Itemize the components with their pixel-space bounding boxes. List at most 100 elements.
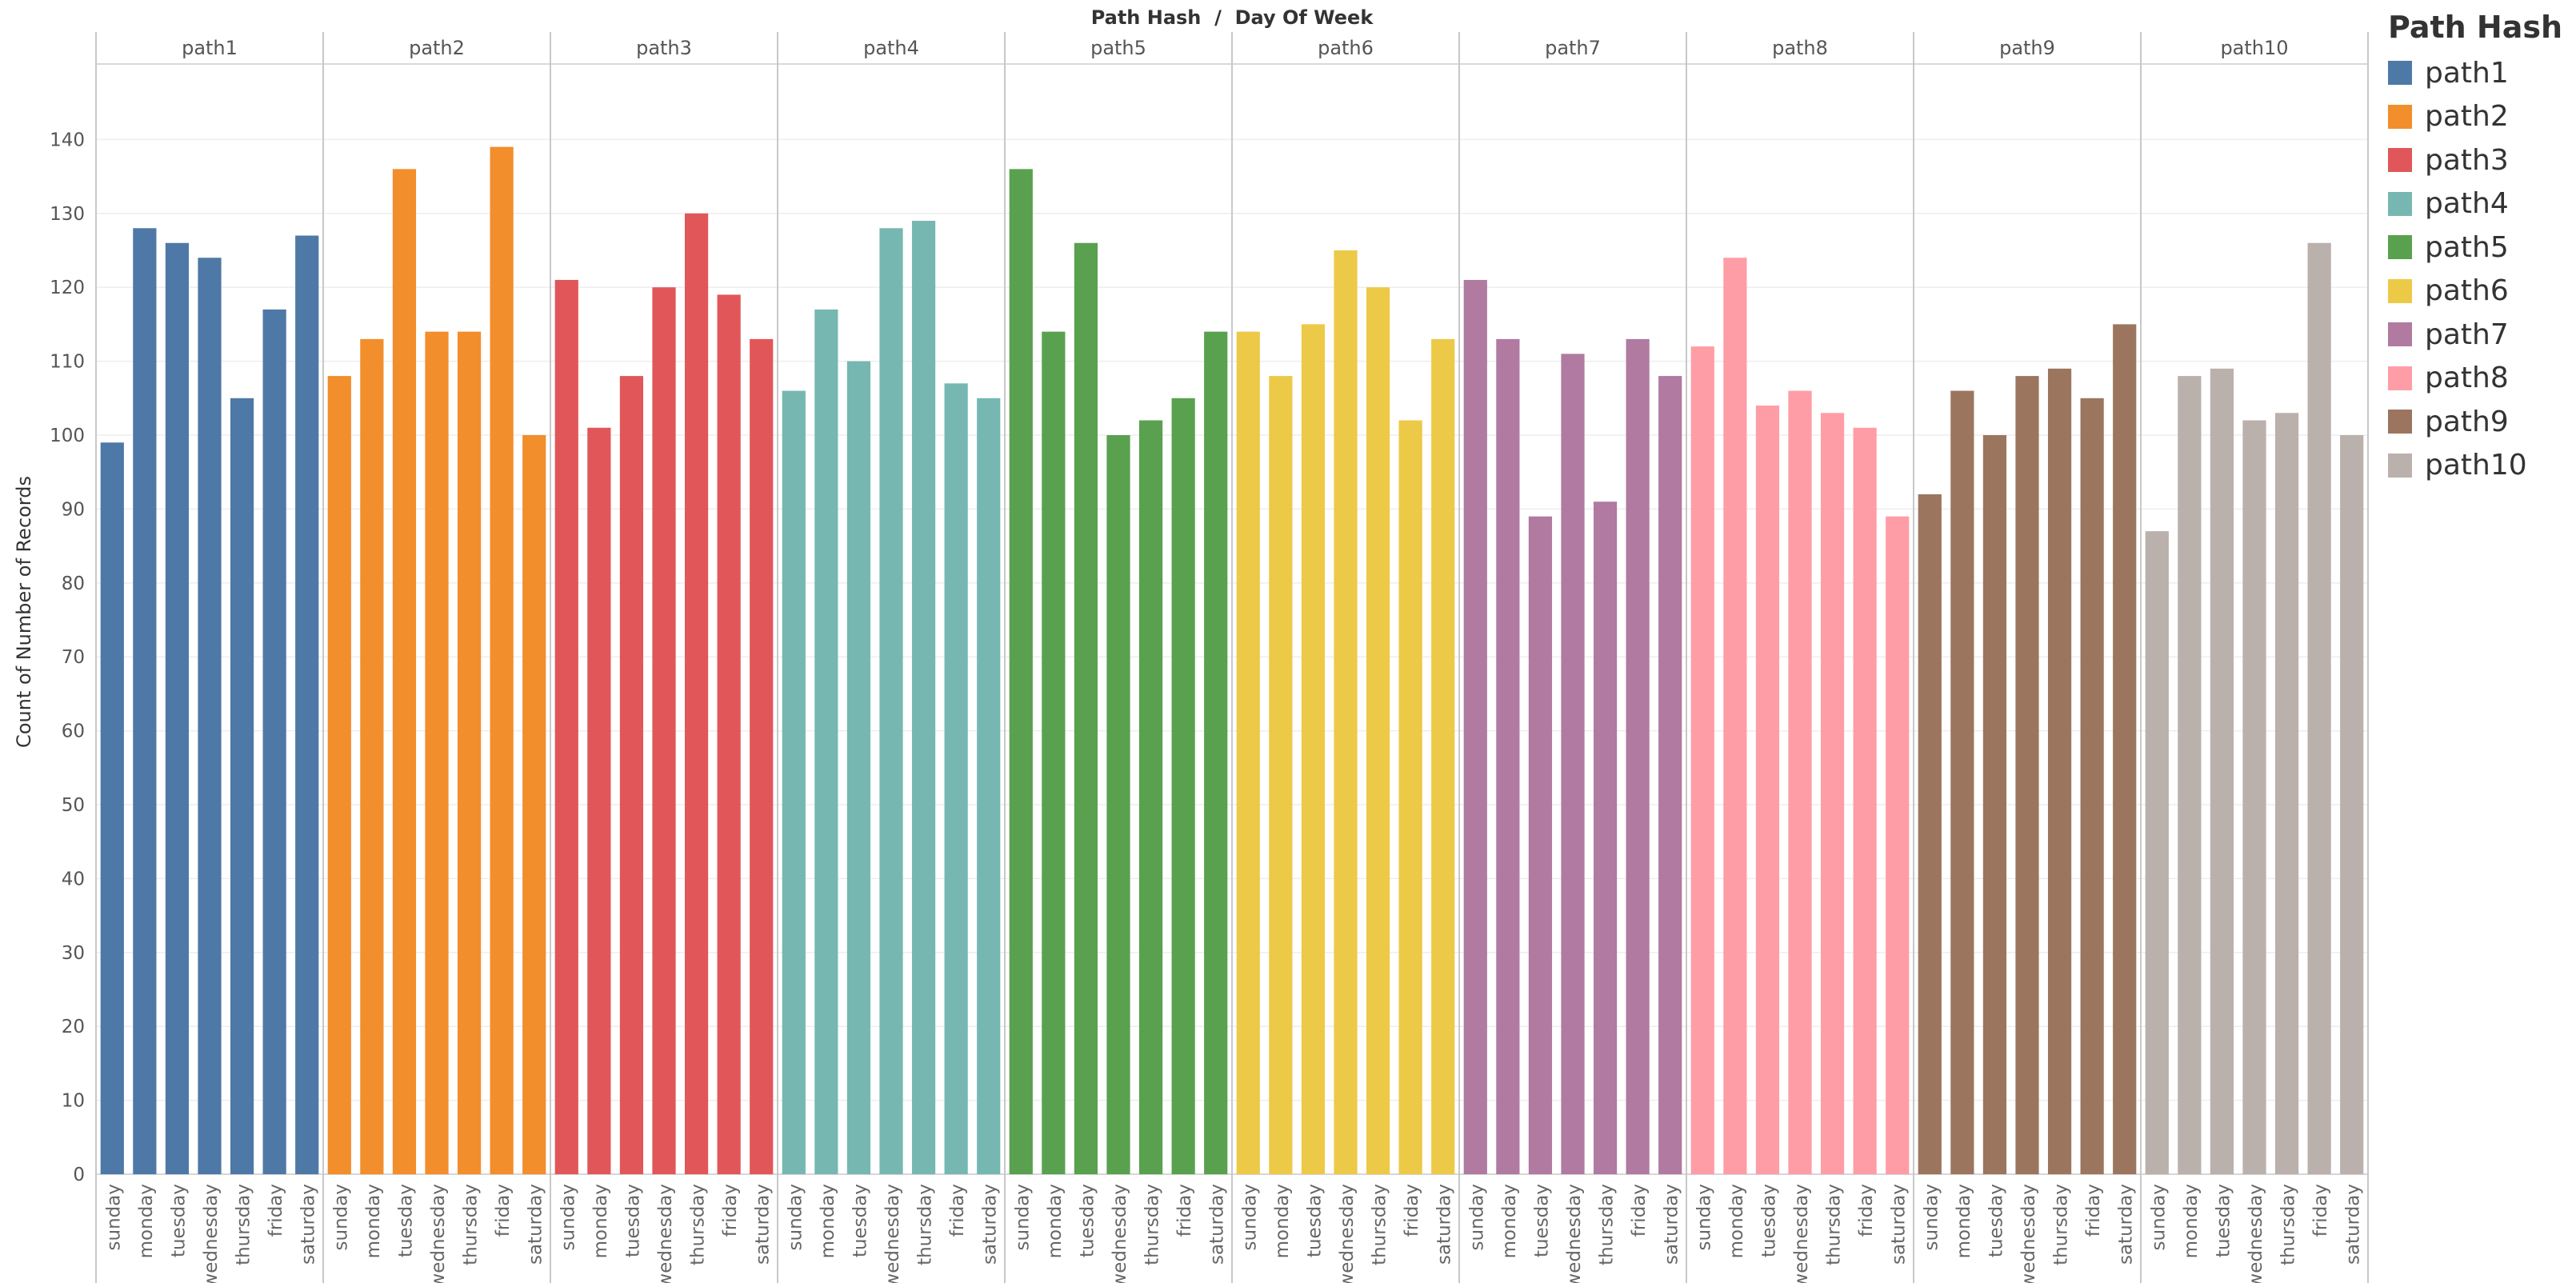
bar-path1-saturday bbox=[295, 235, 319, 1174]
legend-swatch bbox=[2388, 322, 2412, 347]
bar-path8-monday bbox=[1723, 258, 1747, 1174]
x-tick-label: friday bbox=[493, 1184, 514, 1237]
x-tick-label: wednesday bbox=[1110, 1184, 1130, 1283]
y-tick-label: 90 bbox=[62, 499, 85, 520]
legend-item-path6[interactable]: path6 bbox=[2388, 270, 2572, 314]
legend-label: path5 bbox=[2425, 230, 2509, 264]
y-tick-label: 80 bbox=[62, 574, 85, 594]
bar-path6-thursday bbox=[1366, 287, 1390, 1175]
x-tick-label: saturday bbox=[298, 1184, 319, 1265]
legend-item-path2[interactable]: path2 bbox=[2388, 95, 2572, 139]
panel-header-path2: path2 bbox=[409, 37, 465, 59]
x-tick-label: sunday bbox=[103, 1184, 124, 1250]
bar-path9-sunday bbox=[1918, 494, 1942, 1174]
x-tick-label: friday bbox=[1174, 1184, 1195, 1237]
x-tick-label: thursday bbox=[1597, 1184, 1618, 1265]
bar-path7-tuesday bbox=[1528, 516, 1553, 1174]
bar-path10-monday bbox=[2178, 376, 2202, 1175]
bar-path4-thursday bbox=[911, 221, 936, 1174]
x-tick-label: sunday bbox=[1466, 1184, 1487, 1250]
bar-path1-wednesday bbox=[198, 258, 222, 1174]
legend-item-path3[interactable]: path3 bbox=[2388, 138, 2572, 182]
x-tick-label: monday bbox=[1272, 1184, 1293, 1258]
x-tick-label: friday bbox=[2083, 1184, 2104, 1237]
x-tick-label: wednesday bbox=[1337, 1184, 1358, 1283]
x-tick-label: thursday bbox=[461, 1184, 482, 1265]
bar-path6-tuesday bbox=[1301, 324, 1326, 1174]
bar-path8-wednesday bbox=[1788, 390, 1812, 1174]
y-tick-label: 70 bbox=[62, 647, 85, 668]
bar-path1-monday bbox=[133, 228, 157, 1174]
x-tick-label: wednesday bbox=[2018, 1184, 2039, 1283]
bar-path8-tuesday bbox=[1755, 406, 1780, 1174]
bar-path9-wednesday bbox=[2015, 376, 2039, 1175]
bar-path6-friday bbox=[1398, 420, 1422, 1174]
bar-path6-wednesday bbox=[1334, 250, 1358, 1174]
x-tick-label: sunday bbox=[558, 1184, 578, 1250]
bar-path2-wednesday bbox=[425, 331, 449, 1174]
x-tick-label: sunday bbox=[1694, 1184, 1714, 1250]
legend-label: path1 bbox=[2425, 56, 2509, 90]
panel-header-path7: path7 bbox=[1545, 37, 1601, 59]
panel-header-path4: path4 bbox=[863, 37, 919, 59]
legend-label: path4 bbox=[2425, 187, 2509, 221]
legend-item-path4[interactable]: path4 bbox=[2388, 182, 2572, 226]
bar-path3-thursday bbox=[684, 213, 709, 1174]
x-tick-label: tuesday bbox=[1077, 1184, 1098, 1257]
panel-header-path6: path6 bbox=[1318, 37, 1374, 59]
x-tick-label: saturday bbox=[2343, 1184, 2364, 1265]
bar-path4-sunday bbox=[782, 390, 806, 1174]
y-axis-title: Count of Number of Records bbox=[13, 476, 35, 748]
x-tick-label: thursday bbox=[1370, 1184, 1390, 1265]
y-tick-label: 100 bbox=[50, 426, 85, 446]
x-tick-label: saturday bbox=[1207, 1184, 1228, 1265]
x-tick-label: tuesday bbox=[168, 1184, 189, 1257]
bar-path2-monday bbox=[360, 338, 384, 1174]
panel-header-path3: path3 bbox=[636, 37, 692, 59]
bar-path10-thursday bbox=[2274, 413, 2299, 1174]
legend-label: path6 bbox=[2425, 274, 2509, 308]
panel-header-path8: path8 bbox=[1772, 37, 1828, 59]
bar-path3-wednesday bbox=[652, 287, 676, 1175]
bar-path1-tuesday bbox=[165, 242, 190, 1174]
chart-title: Path Hash / Day Of Week bbox=[1091, 6, 1374, 29]
legend-item-path10[interactable]: path10 bbox=[2388, 444, 2572, 488]
x-tick-label: sunday bbox=[1239, 1184, 1260, 1250]
x-tick-label: thursday bbox=[1142, 1184, 1163, 1265]
x-tick-label: wednesday bbox=[2246, 1184, 2266, 1283]
legend-title: Path Hash bbox=[2388, 10, 2563, 45]
legend-item-path9[interactable]: path9 bbox=[2388, 400, 2572, 444]
bar-path4-wednesday bbox=[879, 228, 903, 1174]
bar-path5-friday bbox=[1171, 398, 1195, 1174]
legend-swatch bbox=[2388, 366, 2412, 390]
legend-item-path7[interactable]: path7 bbox=[2388, 313, 2572, 357]
bar-path1-thursday bbox=[230, 398, 254, 1174]
x-tick-label: thursday bbox=[1824, 1184, 1845, 1265]
legend-label: path7 bbox=[2425, 318, 2509, 351]
x-tick-label: tuesday bbox=[622, 1184, 643, 1257]
x-tick-label: tuesday bbox=[395, 1184, 416, 1257]
bar-path5-monday bbox=[1042, 331, 1066, 1174]
legend-item-path1[interactable]: path1 bbox=[2388, 51, 2572, 95]
bar-path5-sunday bbox=[1009, 169, 1033, 1175]
x-tick-label: thursday bbox=[915, 1184, 936, 1265]
x-tick-label: wednesday bbox=[1791, 1184, 1812, 1283]
legend-item-path5[interactable]: path5 bbox=[2388, 226, 2572, 270]
bar-path4-monday bbox=[814, 309, 838, 1174]
x-tick-label: monday bbox=[818, 1184, 838, 1258]
x-tick-label: monday bbox=[136, 1184, 157, 1258]
panel-header-path5: path5 bbox=[1090, 37, 1146, 59]
x-tick-label: friday bbox=[266, 1184, 286, 1237]
legend-swatch bbox=[2388, 148, 2412, 173]
x-tick-label: thursday bbox=[2051, 1184, 2072, 1265]
x-axis: sunday monday tuesday wednesday thursday frid… bbox=[103, 1184, 2363, 1283]
bar-path10-tuesday bbox=[2210, 368, 2234, 1175]
bar-path10-sunday bbox=[2145, 531, 2169, 1174]
legend-item-path8[interactable]: path8 bbox=[2388, 357, 2572, 401]
bar-path5-thursday bbox=[1138, 420, 1163, 1174]
x-tick-label: tuesday bbox=[2213, 1184, 2234, 1257]
legend-swatch bbox=[2388, 61, 2412, 86]
x-tick-label: monday bbox=[2181, 1184, 2202, 1258]
